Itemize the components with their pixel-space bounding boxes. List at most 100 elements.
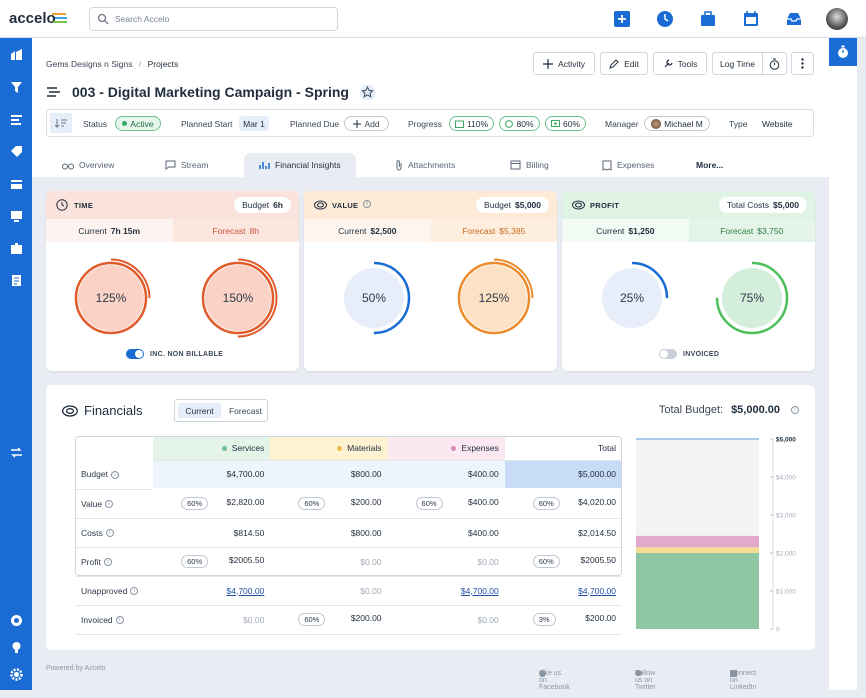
dashboard-icon[interactable] xyxy=(10,48,23,61)
info-icon[interactable]: i xyxy=(130,587,139,596)
breadcrumb-client[interactable]: Gems Designs n Signs xyxy=(46,59,133,69)
tab-stream[interactable]: Stream xyxy=(165,153,208,177)
table-cell: $400.00 xyxy=(387,460,505,490)
status-badge[interactable]: Active xyxy=(115,116,161,131)
expenses-dot xyxy=(451,446,457,451)
amount-link[interactable]: $4,700.00 xyxy=(226,585,265,596)
timer-button[interactable] xyxy=(829,38,857,66)
inbox-icon[interactable] xyxy=(784,9,804,29)
progress-time-value: 80% xyxy=(516,118,534,129)
amount-link[interactable]: $4,700.00 xyxy=(578,585,616,596)
gauge-progress-arc xyxy=(715,261,789,335)
info-icon[interactable]: i xyxy=(791,406,799,414)
tools-button[interactable]: Tools xyxy=(653,52,707,75)
non-billable-toggle[interactable] xyxy=(126,349,144,359)
planned-due-add-button[interactable]: Add xyxy=(344,116,389,131)
tab-more[interactable]: More... xyxy=(696,160,724,170)
footer: Powered by Accelo Like us on Facebook Fo… xyxy=(32,660,829,691)
info-icon[interactable]: i xyxy=(363,200,371,208)
info-icon[interactable]: i xyxy=(105,500,114,509)
table-cell: $400.00 xyxy=(387,518,505,548)
user-avatar[interactable] xyxy=(826,8,848,30)
table-cell: $814.50 xyxy=(153,518,271,548)
activity-button[interactable]: Activity xyxy=(533,52,595,75)
budget-label: Budget xyxy=(242,200,270,210)
table-cell: $0.00 xyxy=(387,547,505,577)
progress-budget-badge[interactable]: 110% xyxy=(449,116,494,131)
tab-billing[interactable]: Billing xyxy=(510,153,549,177)
current-value: 7h 15m xyxy=(110,225,141,236)
blank-header xyxy=(75,436,153,460)
info-icon[interactable]: i xyxy=(110,471,119,479)
table-cell: $0.00 xyxy=(153,605,271,635)
planned-start-value[interactable]: Mar 1 xyxy=(239,116,269,131)
toggle-knob xyxy=(135,350,143,358)
y-tick-label: $1,000 xyxy=(776,589,796,596)
y-tick-label: $5,000 xyxy=(776,437,796,444)
briefcase-icon[interactable] xyxy=(698,9,718,29)
gauge-progress-arc xyxy=(337,261,411,335)
star-icon[interactable] xyxy=(359,84,376,101)
breadcrumb-current[interactable]: Projects xyxy=(147,59,179,69)
calendar-icon[interactable] xyxy=(741,9,761,29)
monitor-icon[interactable] xyxy=(10,210,23,223)
gauge-ring xyxy=(71,258,151,338)
tag-icon[interactable] xyxy=(10,145,23,158)
info-icon[interactable]: i xyxy=(103,558,112,567)
funnel-icon[interactable] xyxy=(10,81,23,94)
tickets-icon[interactable] xyxy=(10,242,23,255)
gauge-disc xyxy=(78,265,144,331)
col-label: Expenses xyxy=(461,442,499,453)
activity-label: Activity xyxy=(558,58,585,69)
table-cell: 60% $200.00 xyxy=(270,605,388,635)
info-icon[interactable]: i xyxy=(115,616,124,625)
tab-attachments[interactable]: Attachments xyxy=(395,153,455,177)
seg-current[interactable]: Current xyxy=(178,403,221,418)
amount-link[interactable]: $4,700.00 xyxy=(460,585,499,596)
gauge-ring xyxy=(595,261,669,335)
manager-chip[interactable]: Michael M xyxy=(644,116,710,131)
table-cell: 60% $2005.50 xyxy=(153,547,271,577)
percent-badge: 60% xyxy=(532,497,560,511)
percent-badge: 60% xyxy=(298,613,326,626)
value-card-title: VALUE xyxy=(332,201,359,210)
help-icon[interactable] xyxy=(10,614,23,627)
progress-value-badge[interactable]: 60% xyxy=(545,116,586,131)
add-icon[interactable] xyxy=(612,9,632,29)
table-cell: $4,700.00 xyxy=(153,576,271,606)
settings-icon[interactable] xyxy=(10,668,23,681)
y-tick-label: 0 xyxy=(776,627,780,634)
log-time-button[interactable]: Log Time xyxy=(712,52,763,75)
tab-overview[interactable]: Overview xyxy=(62,153,114,177)
gauge-value: 75% xyxy=(739,291,765,305)
edit-button[interactable]: Edit xyxy=(600,52,648,75)
app-logo[interactable]: accelo xyxy=(9,10,56,27)
more-actions-button[interactable] xyxy=(791,52,814,75)
search-input[interactable]: Search Accelo xyxy=(89,7,338,31)
invoiced-toggle[interactable] xyxy=(659,349,677,359)
projects-icon[interactable] xyxy=(10,113,23,126)
lightbulb-icon[interactable] xyxy=(10,641,23,654)
twitter-label: Follow us on Twitter xyxy=(635,670,656,691)
sort-toggle[interactable] xyxy=(50,113,72,133)
table-cell: $0.00 xyxy=(270,576,388,606)
type-value[interactable]: Website xyxy=(762,119,793,129)
timer-start-button[interactable] xyxy=(762,52,787,75)
reports-icon[interactable] xyxy=(10,274,23,287)
total-budget: Total Budget: $5,000.00 i xyxy=(659,404,799,416)
percent-badge: 60% xyxy=(181,555,209,568)
progress-time-badge[interactable]: 80% xyxy=(499,116,540,131)
clock-icon xyxy=(56,199,68,211)
table-cell: 60% $2,820.00 xyxy=(153,489,271,519)
type-label: Type xyxy=(729,119,748,129)
info-icon[interactable]: i xyxy=(105,529,114,538)
transfer-icon[interactable] xyxy=(10,446,23,459)
billing-icon[interactable] xyxy=(10,178,23,191)
clock-icon[interactable] xyxy=(655,9,675,29)
tab-financial-insights[interactable]: Financial Insights xyxy=(244,153,356,177)
clock-icon xyxy=(505,119,514,128)
total-budget-value: $5,000.00 xyxy=(731,404,780,416)
tab-expenses[interactable]: Expenses xyxy=(602,153,654,177)
pencil-icon xyxy=(609,58,619,69)
seg-forecast[interactable]: Forecast xyxy=(228,405,263,416)
